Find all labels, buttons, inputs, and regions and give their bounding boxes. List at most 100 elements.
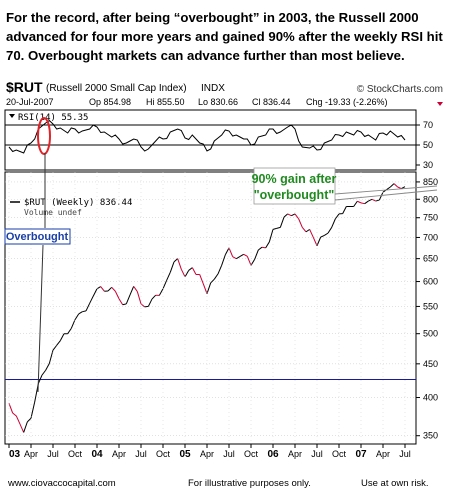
price-segment [239,253,244,257]
x-axis-label: Oct [244,449,259,459]
price-segment [191,267,197,275]
price-tick-label: 500 [423,329,438,339]
price-panel-frame [4,171,417,445]
price-segment [15,415,21,425]
price-segment [291,213,296,217]
price-tick-label: 350 [423,431,438,441]
price-segment [378,191,384,201]
price-segment [56,340,61,346]
price-tick-label: 800 [423,194,438,204]
price-segment [389,183,395,188]
x-axis-label: 07 [355,449,367,460]
price-segment [12,412,17,417]
rsi-tick-label: 30 [423,160,433,170]
price-segment [122,303,127,306]
price-panel: 850 800 750 700 650 600 550 500 450 400 350 $RUT (… [4,171,438,445]
overbought-label-box [4,228,71,245]
price-segment [272,227,277,230]
chart-exchange: INDX [201,83,225,94]
footer-illustrative: For illustrative purposes only. [188,478,311,489]
price-segment [140,303,145,308]
price-segment [217,265,223,275]
price-segment [188,267,193,271]
rsi-legend: RSI(14) 55.35 [18,113,88,123]
price-segment [368,198,373,202]
price-segment [125,294,131,305]
x-axis-label: Apr [200,449,214,459]
price-segment [228,247,234,257]
rsi-tick-label: 50 [423,140,433,150]
price-segment [342,206,347,214]
price-segment [301,227,307,233]
price-segment [111,286,116,292]
chart-date: 20-Jul-2007 [6,97,54,107]
price-segment [254,249,259,260]
overbought-highlight-ellipse [37,117,51,155]
price-tick-label: 400 [423,393,438,403]
rsi-legend-marker-icon [9,114,15,118]
price-tick-label: 450 [423,359,438,369]
price-segment [309,229,314,238]
rsi-panel-frame [4,109,417,171]
price-segment [258,246,263,251]
price-segment [166,271,171,281]
price-line [8,183,406,433]
rsi-tick-label: 70 [423,120,433,130]
quote-close: Cl 836.44 [252,97,291,107]
footer-site: www.ciovaccocapital.com [7,478,116,489]
overbought-label: Overbought [6,231,69,243]
chart-symbol: $RUT [6,79,43,95]
stockcharts-watermark: © StockCharts.com [357,84,443,95]
gain-annotation-line2: "overbought" [254,188,335,202]
price-segment [37,374,43,384]
price-tick-label: 700 [423,232,438,242]
price-segment [360,202,365,205]
price-segment [78,311,83,315]
gain-annotation: 90% gain after "overbought" [252,167,438,205]
price-tick-label: 750 [423,213,438,223]
price-segment [265,241,270,249]
price-segment [169,261,175,273]
price-segment [107,286,113,292]
price-segment [243,253,248,257]
price-segment [334,213,340,220]
quote-high: Hi 855.50 [146,97,185,107]
price-segment [199,274,204,285]
price-tick-label: 550 [423,301,438,311]
price-segment [184,270,190,278]
price-segment [92,288,98,297]
price-segment [177,258,182,270]
gain-pointer-line [334,185,438,195]
price-segment [45,363,50,371]
price-segment [8,403,14,414]
price-segment [213,273,219,280]
price-segment [74,313,80,321]
x-axis-label: 06 [267,449,279,460]
x-axis-label: Jul [223,449,235,459]
price-segment [41,369,47,376]
price-segment [118,298,124,305]
price-segment [386,186,391,191]
price-segment [19,423,25,433]
price-segment [401,186,406,190]
price-segment [221,254,226,266]
price-segment [327,227,333,234]
price-segment [357,200,362,204]
quote-change: Chg -19.33 (-2.26%) [306,97,388,107]
x-axis-label: Jul [135,449,147,459]
price-segment [331,218,336,228]
x-axis-label: Jul [47,449,59,459]
price-segment [371,198,376,202]
x-axis-label: Oct [68,449,83,459]
price-segment [100,286,105,292]
price-segment [48,350,54,364]
price-segment [364,200,369,205]
price-segment [375,199,380,202]
price-segment [261,246,266,249]
price-segment [158,288,164,296]
x-axis-label: 04 [91,449,103,460]
price-segment [276,226,281,229]
price-segment [294,213,300,220]
gain-annotation-box [253,167,336,205]
